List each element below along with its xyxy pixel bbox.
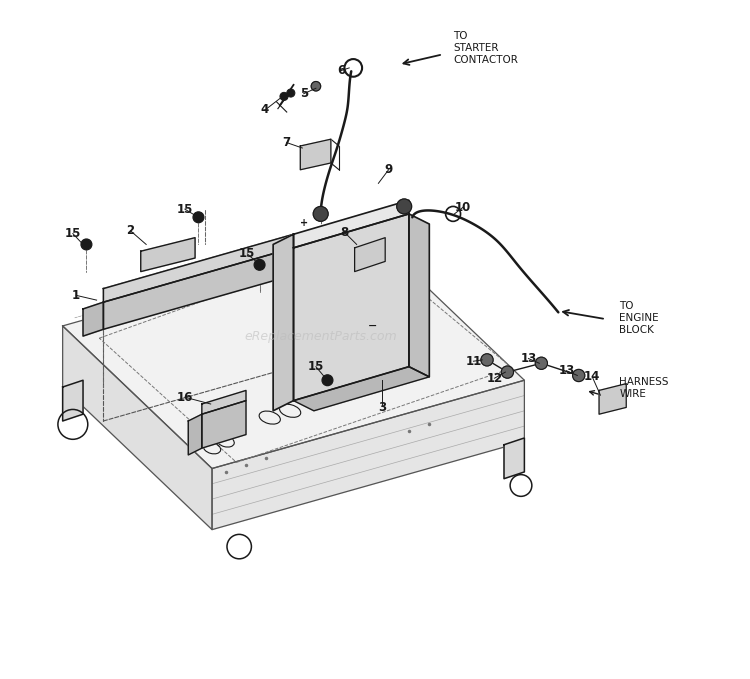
Circle shape	[311, 81, 321, 91]
Text: ENGINE: ENGINE	[620, 313, 659, 323]
Text: 15: 15	[239, 247, 256, 261]
Circle shape	[572, 369, 585, 382]
Text: TO: TO	[620, 301, 634, 311]
Text: 1: 1	[72, 289, 80, 302]
Text: 14: 14	[584, 370, 601, 384]
Text: 4: 4	[261, 103, 269, 117]
Circle shape	[481, 354, 494, 366]
Text: STARTER: STARTER	[453, 43, 499, 53]
Polygon shape	[212, 380, 524, 530]
Circle shape	[501, 366, 514, 378]
Text: 13: 13	[520, 352, 536, 365]
Text: BLOCK: BLOCK	[620, 325, 654, 335]
Text: 15: 15	[177, 202, 193, 216]
Polygon shape	[355, 238, 386, 272]
Text: 10: 10	[455, 200, 472, 214]
Polygon shape	[202, 390, 246, 414]
Polygon shape	[300, 139, 331, 170]
Polygon shape	[63, 380, 83, 421]
Circle shape	[280, 92, 288, 100]
Polygon shape	[104, 234, 293, 302]
Text: HARNESS: HARNESS	[620, 377, 669, 387]
Polygon shape	[83, 302, 104, 336]
Text: 11: 11	[465, 354, 482, 368]
Polygon shape	[63, 326, 212, 530]
Text: 7: 7	[283, 136, 291, 149]
Text: 6: 6	[337, 64, 345, 77]
Circle shape	[254, 259, 265, 270]
Polygon shape	[409, 214, 429, 377]
Polygon shape	[273, 234, 293, 411]
Polygon shape	[202, 401, 246, 448]
Polygon shape	[104, 248, 293, 329]
Text: 3: 3	[378, 401, 386, 414]
Text: 15: 15	[64, 227, 81, 240]
Text: 13: 13	[558, 364, 574, 378]
Text: 9: 9	[385, 163, 393, 177]
Polygon shape	[599, 384, 626, 414]
Text: TO: TO	[453, 31, 467, 41]
Text: WIRE: WIRE	[620, 389, 646, 399]
Text: CONTACTOR: CONTACTOR	[453, 55, 518, 65]
Circle shape	[314, 206, 328, 221]
Polygon shape	[141, 238, 195, 272]
Circle shape	[286, 89, 295, 97]
Circle shape	[536, 357, 548, 369]
Text: +: +	[300, 218, 308, 227]
Text: 15: 15	[308, 360, 324, 373]
Text: −: −	[368, 321, 377, 331]
Polygon shape	[504, 438, 524, 479]
Circle shape	[322, 375, 333, 386]
Polygon shape	[293, 214, 409, 401]
Text: 12: 12	[487, 371, 502, 385]
Polygon shape	[63, 238, 524, 469]
Circle shape	[193, 212, 204, 223]
Polygon shape	[188, 414, 202, 455]
Text: 8: 8	[340, 225, 349, 239]
Text: 2: 2	[127, 224, 134, 238]
Circle shape	[397, 199, 412, 214]
Polygon shape	[293, 200, 409, 248]
Polygon shape	[293, 367, 429, 411]
Circle shape	[81, 239, 92, 250]
Text: 16: 16	[177, 390, 193, 404]
Text: eReplacementParts.com: eReplacementParts.com	[244, 329, 397, 343]
Text: 5: 5	[299, 87, 307, 100]
